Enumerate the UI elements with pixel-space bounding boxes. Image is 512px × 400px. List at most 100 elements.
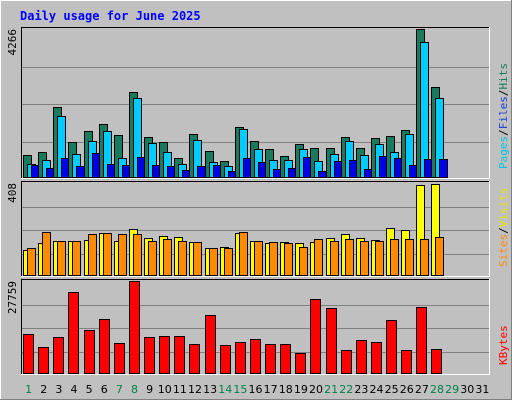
- day-label-17: 17: [264, 383, 278, 396]
- day-label-26: 26: [400, 383, 414, 396]
- bar-kbytes-day-5: [84, 330, 95, 374]
- day-label-20: 20: [309, 383, 323, 396]
- legend-separator: /: [497, 129, 510, 136]
- day-label-28: 28: [430, 383, 444, 396]
- bar-sites-day-5: [88, 234, 97, 276]
- day-label-23: 23: [354, 383, 368, 396]
- bar-sites-day-27: [420, 239, 429, 276]
- panel-visits-sites: 408 Sites/Visits: [6, 181, 510, 277]
- bar-pages-day-20: [318, 171, 327, 178]
- day-label-19: 19: [294, 383, 308, 396]
- bar-kbytes-day-22: [341, 350, 352, 374]
- bar-kbytes-day-6: [99, 319, 110, 374]
- panel-hits-files-pages: 4266 Pages/Files/Hits: [6, 27, 510, 179]
- day-label-14: 14: [218, 383, 232, 396]
- day-label-25: 25: [385, 383, 399, 396]
- bar-sites-day-22: [345, 239, 354, 276]
- bar-sites-day-11: [178, 241, 187, 276]
- day-label-22: 22: [339, 383, 353, 396]
- y-max-label: 27759: [6, 281, 19, 314]
- y-max-label: 4266: [6, 29, 19, 56]
- bar-sites-day-23: [360, 241, 369, 276]
- day-label-30: 30: [460, 383, 474, 396]
- bar-kbytes-day-10: [159, 336, 170, 374]
- bar-sites-day-16: [254, 241, 263, 276]
- bar-sites-day-15: [239, 232, 248, 276]
- bar-sites-day-19: [299, 247, 308, 276]
- bar-sites-day-4: [72, 241, 81, 276]
- bar-sites-day-18: [284, 243, 293, 276]
- bar-kbytes-day-21: [326, 308, 337, 374]
- day-label-5: 5: [86, 383, 93, 396]
- day-label-2: 2: [40, 383, 47, 396]
- bar-kbytes-day-7: [114, 343, 125, 374]
- bar-pages-day-12: [197, 166, 206, 178]
- day-label-1: 1: [25, 383, 32, 396]
- bar-kbytes-day-18: [280, 344, 291, 374]
- day-label-8: 8: [131, 383, 138, 396]
- bar-kbytes-day-1: [23, 334, 34, 374]
- day-label-11: 11: [173, 383, 187, 396]
- bar-sites-day-24: [375, 241, 384, 276]
- bar-kbytes-day-2: [38, 347, 49, 374]
- bar-sites-day-25: [390, 239, 399, 276]
- bar-kbytes-day-28: [431, 349, 442, 374]
- bar-files-day-27: [420, 42, 429, 178]
- legend-kbytes: KBytes: [497, 325, 510, 365]
- bar-sites-day-12: [193, 242, 202, 276]
- legend-sites: Sites: [497, 234, 510, 267]
- bar-sites-day-6: [103, 233, 112, 276]
- bar-kbytes-day-17: [265, 344, 276, 374]
- chart-panels: 4266Pages/Files/Hits408Sites/Visits27759…: [6, 27, 510, 375]
- bar-kbytes-day-19: [295, 353, 306, 374]
- day-axis: 1 2 3 4 5 6 7 8 9 10 11 12 13 14 15 16 17 18 19 20 21 22 23 24 2…: [25, 383, 489, 396]
- legend-pages: Pages: [497, 136, 510, 169]
- y-max-label: 408: [6, 183, 19, 203]
- legend-labels: Pages/Files/Hits: [497, 63, 510, 169]
- day-label-31: 31: [475, 383, 489, 396]
- bar-kbytes-day-23: [356, 340, 367, 374]
- bar-sites-day-7: [118, 234, 127, 276]
- day-label-6: 6: [101, 383, 108, 396]
- bar-kbytes-day-15: [235, 342, 246, 374]
- panel-kbytes: 27759 KBytes: [6, 279, 510, 375]
- day-label-3: 3: [55, 383, 62, 396]
- bar-sites-day-28: [435, 237, 444, 276]
- bar-kbytes-day-8: [129, 281, 140, 374]
- legend-labels: Sites/Visits: [497, 188, 510, 268]
- bar-kbytes-day-20: [310, 299, 321, 374]
- bar-sites-day-2: [42, 232, 51, 276]
- day-label-9: 9: [146, 383, 153, 396]
- day-label-4: 4: [70, 383, 77, 396]
- day-label-7: 7: [116, 383, 123, 396]
- legend-separator: /: [497, 227, 510, 234]
- day-label-10: 10: [158, 383, 172, 396]
- day-label-29: 29: [445, 383, 459, 396]
- bar-sites-day-14: [224, 248, 233, 276]
- bar-sites-day-20: [314, 239, 323, 276]
- bar-pages-day-28: [439, 159, 448, 178]
- legend-visits: Visits: [497, 188, 510, 228]
- legend-separator: /: [497, 90, 510, 97]
- bar-sites-day-13: [209, 248, 218, 276]
- bar-kbytes-day-4: [68, 292, 79, 374]
- bar-kbytes-day-9: [144, 337, 155, 374]
- bar-kbytes-day-3: [53, 337, 64, 374]
- day-label-21: 21: [324, 383, 338, 396]
- bar-pages-day-4: [76, 166, 85, 178]
- bar-kbytes-day-25: [386, 320, 397, 374]
- bar-kbytes-day-13: [205, 315, 216, 374]
- bar-kbytes-day-11: [174, 336, 185, 374]
- bar-sites-day-17: [269, 242, 278, 276]
- panel-side-legend: Pages/Files/Hits: [497, 63, 510, 169]
- bar-sites-day-8: [133, 234, 142, 276]
- bar-sites-day-9: [148, 241, 157, 276]
- day-label-27: 27: [415, 383, 429, 396]
- legend-files: Files: [497, 96, 510, 129]
- bar-sites-day-21: [330, 241, 339, 276]
- day-label-18: 18: [279, 383, 293, 396]
- bar-kbytes-day-14: [220, 345, 231, 374]
- bar-kbytes-day-12: [189, 344, 200, 374]
- panel-side-legend: Sites/Visits: [497, 188, 510, 268]
